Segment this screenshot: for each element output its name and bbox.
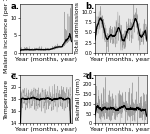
Y-axis label: Rainfall (mm): Rainfall (mm) (76, 78, 81, 120)
Y-axis label: Total admissions: Total admissions (75, 2, 80, 54)
Text: d.: d. (86, 72, 95, 81)
Text: c.: c. (10, 72, 18, 81)
X-axis label: Year (months, year): Year (months, year) (90, 127, 150, 132)
Text: b.: b. (86, 2, 95, 11)
Text: a.: a. (10, 2, 19, 11)
Y-axis label: Malaria incidence (per 1000): Malaria incidence (per 1000) (4, 0, 9, 73)
X-axis label: Year (months, year): Year (months, year) (15, 57, 76, 62)
X-axis label: Year (months, year): Year (months, year) (90, 57, 150, 62)
Y-axis label: Temperature: Temperature (4, 79, 9, 119)
X-axis label: Year (months, year): Year (months, year) (15, 127, 76, 132)
